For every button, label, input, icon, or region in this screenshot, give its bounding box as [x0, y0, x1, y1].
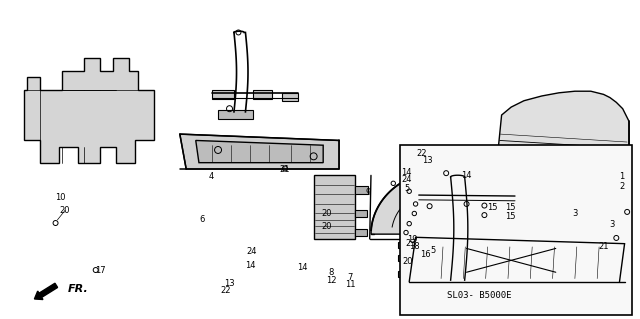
Polygon shape — [371, 171, 515, 234]
Text: 24: 24 — [246, 247, 257, 256]
Bar — [399, 145, 632, 315]
Bar — [212, 90, 234, 99]
Text: 3: 3 — [609, 220, 614, 229]
Bar — [218, 110, 253, 119]
Bar — [419, 191, 443, 201]
Bar — [253, 90, 272, 99]
Bar — [355, 187, 368, 195]
Text: 5: 5 — [404, 184, 410, 193]
Text: 8: 8 — [329, 268, 334, 277]
Polygon shape — [196, 140, 323, 163]
Text: 20: 20 — [403, 257, 413, 266]
Bar — [620, 271, 631, 277]
Text: 2: 2 — [620, 182, 625, 191]
Text: 12: 12 — [326, 276, 337, 285]
Text: 14: 14 — [297, 263, 307, 272]
Polygon shape — [24, 58, 154, 163]
Polygon shape — [499, 91, 629, 233]
Bar — [355, 229, 367, 236]
Text: 20: 20 — [60, 206, 70, 215]
Text: 13: 13 — [224, 279, 235, 288]
Text: 15: 15 — [504, 212, 515, 221]
Polygon shape — [409, 237, 625, 282]
Text: 20: 20 — [321, 222, 332, 231]
Text: 3: 3 — [572, 209, 577, 218]
Text: 24: 24 — [401, 175, 412, 184]
Text: 23: 23 — [406, 239, 417, 248]
Text: 5: 5 — [431, 246, 436, 255]
Bar — [620, 242, 631, 249]
Text: 14: 14 — [244, 261, 255, 271]
Bar — [397, 242, 409, 249]
Bar — [505, 180, 523, 195]
Text: 14: 14 — [461, 171, 472, 180]
Text: 10: 10 — [56, 193, 66, 202]
Polygon shape — [314, 175, 355, 239]
Bar — [620, 255, 631, 261]
Text: 19: 19 — [407, 235, 418, 244]
Bar — [282, 93, 298, 101]
Bar — [397, 255, 409, 261]
Text: 22: 22 — [417, 149, 428, 158]
Text: SL03- B5000E: SL03- B5000E — [447, 291, 511, 300]
Text: 14: 14 — [401, 168, 412, 177]
Text: 22: 22 — [220, 286, 231, 295]
Text: FR.: FR. — [68, 284, 89, 294]
Bar — [355, 210, 367, 217]
Text: 13: 13 — [422, 156, 433, 165]
Bar — [497, 194, 515, 203]
Polygon shape — [180, 134, 339, 169]
Text: 11: 11 — [345, 279, 355, 288]
Text: 20: 20 — [321, 209, 332, 218]
FancyArrow shape — [35, 283, 58, 300]
Text: 1: 1 — [620, 173, 625, 182]
Text: 9: 9 — [365, 188, 371, 197]
Text: 6: 6 — [200, 215, 205, 224]
Text: 4: 4 — [209, 173, 214, 182]
Polygon shape — [425, 241, 610, 278]
Text: 7: 7 — [348, 272, 353, 281]
Text: 21: 21 — [280, 165, 290, 174]
Text: 17: 17 — [95, 266, 106, 275]
Text: 15: 15 — [504, 203, 515, 212]
Bar — [467, 193, 487, 202]
Bar — [417, 205, 449, 213]
Text: 15: 15 — [487, 203, 497, 212]
Text: 16: 16 — [420, 250, 431, 259]
Text: 18: 18 — [409, 242, 420, 251]
Bar — [397, 271, 409, 277]
Text: 21: 21 — [598, 242, 609, 251]
